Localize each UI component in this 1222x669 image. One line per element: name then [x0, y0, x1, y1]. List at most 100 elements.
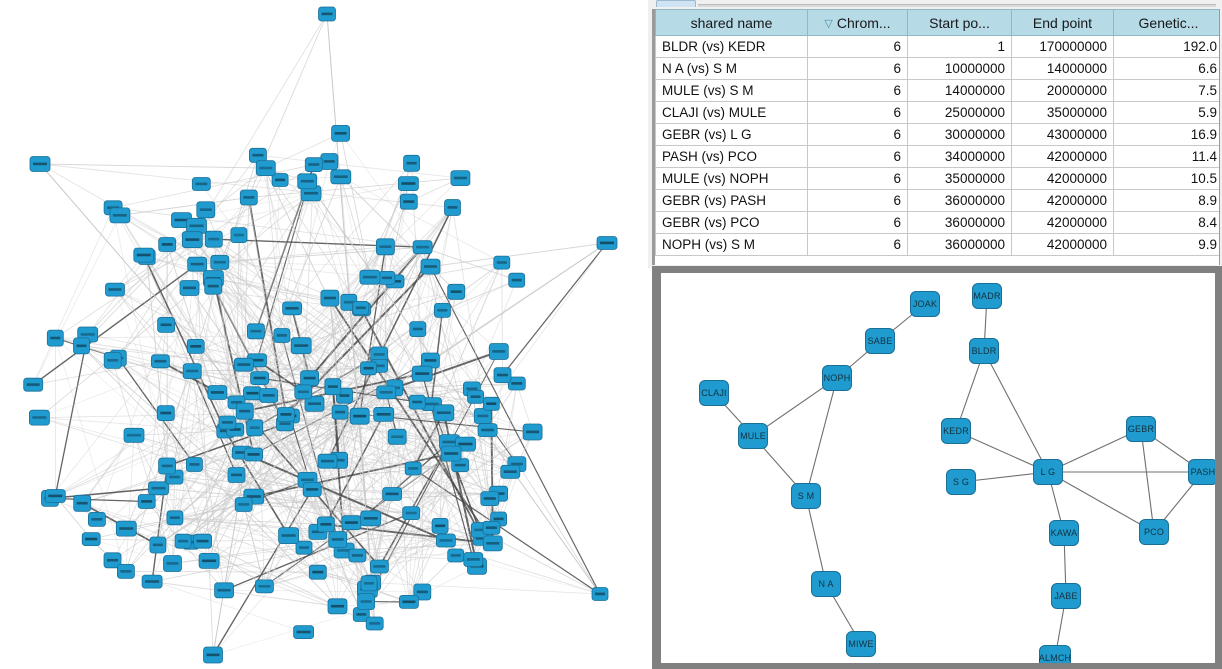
table-row[interactable]: BLDR (vs) KEDR 6 1 170000000 192.0 — [655, 35, 1219, 58]
cell-shared_name[interactable]: MULE (vs) S M — [655, 79, 808, 102]
subnetwork-node[interactable]: NOPH — [822, 365, 852, 391]
table-row[interactable]: GEBR (vs) PASH 6 36000000 42000000 8.9 — [655, 189, 1219, 212]
cell-genetic[interactable]: 10.5 — [1113, 167, 1219, 190]
subnetwork-node[interactable]: PCO — [1139, 519, 1169, 545]
cell-end_point[interactable]: 42000000 — [1011, 167, 1114, 190]
cell-shared_name[interactable]: N A (vs) S M — [655, 57, 808, 80]
column-header-genetic[interactable]: Genetic... — [1113, 9, 1219, 36]
column-header-start-point[interactable]: Start po... — [907, 9, 1012, 36]
subnetwork-node[interactable]: KEDR — [941, 418, 971, 444]
table-tab-strip[interactable] — [652, 0, 1222, 9]
cell-start_point[interactable]: 1 — [907, 35, 1012, 58]
subnetwork-node[interactable]: ALMCH — [1039, 645, 1071, 663]
cell-shared_name[interactable]: MULE (vs) NOPH — [655, 167, 808, 190]
subnetwork-view[interactable]: CLAJI MULE NOPH SABE JOAK S M N A MIWE MADR BLDR K… — [661, 273, 1215, 663]
cell-end_point[interactable]: 20000000 — [1011, 79, 1114, 102]
column-header-shared-name[interactable]: shared name — [655, 9, 808, 36]
main-network-node[interactable] — [360, 575, 378, 592]
main-network-node[interactable] — [294, 384, 313, 400]
cell-shared_name[interactable]: NOPH (vs) S M — [655, 233, 808, 256]
main-network-node[interactable] — [28, 409, 50, 426]
cell-genetic[interactable]: 6.6 — [1113, 57, 1219, 80]
cell-end_point[interactable]: 43000000 — [1011, 123, 1114, 146]
table-row[interactable]: GEBR (vs) L G 6 30000000 43000000 16.9 — [655, 123, 1219, 146]
cell-end_point[interactable]: 35000000 — [1011, 101, 1114, 124]
main-network-node[interactable] — [123, 427, 145, 443]
table-frame[interactable]: shared name ▽ Chrom... Start po... End po… — [652, 9, 1220, 265]
cell-start_point[interactable]: 35000000 — [907, 167, 1012, 190]
cell-start_point[interactable]: 25000000 — [907, 101, 1012, 124]
cell-genetic[interactable]: 8.9 — [1113, 189, 1219, 212]
subnetwork-node[interactable]: S G — [946, 469, 976, 495]
main-network-node[interactable] — [204, 230, 223, 248]
cell-genetic[interactable]: 16.9 — [1113, 123, 1219, 146]
cell-chromosome[interactable]: 6 — [807, 79, 908, 102]
table-body[interactable]: BLDR (vs) KEDR 6 1 170000000 192.0 N A (vs) S… — [655, 35, 1219, 256]
cell-chromosome[interactable]: 6 — [807, 189, 908, 212]
cell-shared_name[interactable]: GEBR (vs) PASH — [655, 189, 808, 212]
main-network-node[interactable] — [357, 593, 376, 610]
cell-chromosome[interactable]: 6 — [807, 123, 908, 146]
cell-genetic[interactable]: 11.4 — [1113, 145, 1219, 168]
column-header-end-point[interactable]: End point — [1011, 9, 1114, 36]
subnetwork-node[interactable]: L G — [1033, 459, 1063, 485]
main-network-view[interactable] — [0, 0, 648, 669]
cell-chromosome[interactable]: 6 — [807, 57, 908, 80]
table-row[interactable]: NOPH (vs) S M 6 36000000 42000000 9.9 — [655, 233, 1219, 256]
cell-start_point[interactable]: 34000000 — [907, 145, 1012, 168]
main-network-node[interactable] — [246, 419, 264, 437]
main-network-node[interactable] — [254, 579, 274, 594]
cell-shared_name[interactable]: GEBR (vs) PCO — [655, 211, 808, 234]
subnetwork-node[interactable]: SABE — [865, 328, 895, 354]
cell-end_point[interactable]: 42000000 — [1011, 189, 1114, 212]
cell-end_point[interactable]: 170000000 — [1011, 35, 1114, 58]
cell-start_point[interactable]: 10000000 — [907, 57, 1012, 80]
subnetwork-node[interactable]: CLAJI — [699, 380, 729, 406]
cell-genetic[interactable]: 8.4 — [1113, 211, 1219, 234]
cell-chromosome[interactable]: 6 — [807, 167, 908, 190]
table-row[interactable]: N A (vs) S M 6 10000000 14000000 6.6 — [655, 57, 1219, 80]
subnetwork-node[interactable]: S M — [791, 483, 821, 509]
main-network-node[interactable] — [435, 533, 456, 548]
main-network-node-layer[interactable] — [23, 6, 618, 664]
cell-chromosome[interactable]: 6 — [807, 211, 908, 234]
subnetwork-node[interactable]: MADR — [972, 283, 1002, 309]
table-row[interactable]: MULE (vs) NOPH 6 35000000 42000000 10.5 — [655, 167, 1219, 190]
main-network-node[interactable] — [402, 506, 421, 521]
cell-start_point[interactable]: 36000000 — [907, 189, 1012, 212]
cell-end_point[interactable]: 42000000 — [1011, 233, 1114, 256]
cell-start_point[interactable]: 36000000 — [907, 233, 1012, 256]
column-header-chromosome[interactable]: ▽ Chrom... — [807, 9, 908, 36]
cell-end_point[interactable]: 42000000 — [1011, 211, 1114, 234]
cell-shared_name[interactable]: CLAJI (vs) MULE — [655, 101, 808, 124]
subnetwork-node[interactable]: KAWA — [1049, 520, 1079, 546]
cell-end_point[interactable]: 42000000 — [1011, 145, 1114, 168]
cell-shared_name[interactable]: BLDR (vs) KEDR — [655, 35, 808, 58]
table-row[interactable]: CLAJI (vs) MULE 6 25000000 35000000 5.9 — [655, 101, 1219, 124]
table-row[interactable]: PASH (vs) PCO 6 34000000 42000000 11.4 — [655, 145, 1219, 168]
cell-genetic[interactable]: 9.9 — [1113, 233, 1219, 256]
subnetwork-node[interactable]: JABE — [1051, 583, 1081, 609]
cell-chromosome[interactable]: 6 — [807, 35, 908, 58]
subnetwork-node[interactable]: GEBR — [1126, 416, 1156, 442]
subnetwork-node[interactable]: N A — [811, 571, 841, 597]
cell-end_point[interactable]: 14000000 — [1011, 57, 1114, 80]
subnetwork-node[interactable]: BLDR — [969, 338, 999, 364]
main-network-node[interactable] — [412, 240, 433, 255]
main-network-node[interactable] — [376, 385, 397, 400]
cell-chromosome[interactable]: 6 — [807, 145, 908, 168]
cell-start_point[interactable]: 30000000 — [907, 123, 1012, 146]
main-network-node[interactable] — [295, 540, 313, 555]
main-network-node[interactable] — [387, 428, 407, 445]
main-network-node[interactable] — [234, 497, 253, 512]
cell-shared_name[interactable]: GEBR (vs) L G — [655, 123, 808, 146]
subnetwork-node[interactable]: JOAK — [910, 291, 940, 317]
table-row[interactable]: GEBR (vs) PCO 6 36000000 42000000 8.4 — [655, 211, 1219, 234]
cell-genetic[interactable]: 5.9 — [1113, 101, 1219, 124]
table-tab-selected[interactable] — [656, 0, 696, 7]
cell-genetic[interactable]: 192.0 — [1113, 35, 1219, 58]
subnetwork-node[interactable]: MULE — [738, 423, 768, 449]
subnetwork-node[interactable]: PASH — [1188, 459, 1215, 485]
main-network-node[interactable] — [230, 227, 248, 244]
cell-start_point[interactable]: 36000000 — [907, 211, 1012, 234]
